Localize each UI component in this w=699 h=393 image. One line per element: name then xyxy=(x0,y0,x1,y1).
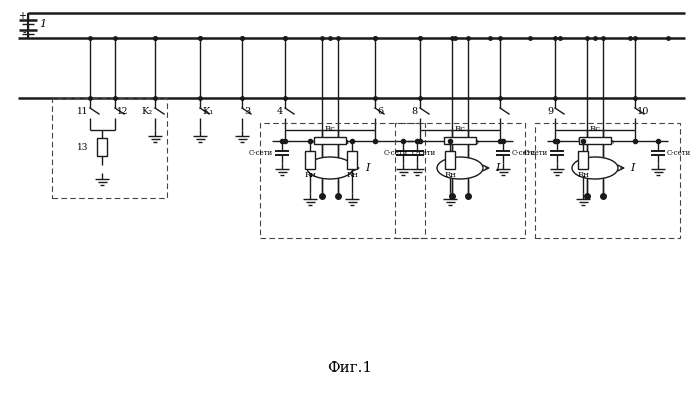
Text: 4: 4 xyxy=(277,107,283,116)
Bar xyxy=(314,137,346,144)
Text: Rс: Rс xyxy=(324,125,336,133)
Text: Rс: Rс xyxy=(454,125,466,133)
Ellipse shape xyxy=(572,157,618,179)
Text: C-сети: C-сети xyxy=(412,149,436,157)
Bar xyxy=(52,98,167,198)
Text: Rн: Rн xyxy=(577,171,589,179)
Text: 6: 6 xyxy=(377,107,383,116)
Text: C-сети: C-сети xyxy=(384,149,408,157)
Bar xyxy=(579,137,611,144)
Text: I: I xyxy=(365,163,369,173)
Bar xyxy=(445,151,455,169)
Text: 10: 10 xyxy=(637,107,649,116)
Text: 7: 7 xyxy=(442,138,448,147)
Ellipse shape xyxy=(307,157,353,179)
Bar xyxy=(578,151,588,169)
Text: K₁: K₁ xyxy=(202,107,213,116)
Bar xyxy=(260,123,425,238)
Text: -: - xyxy=(22,27,26,37)
Text: 8: 8 xyxy=(412,107,418,116)
Text: C-сети: C-сети xyxy=(667,149,691,157)
Text: к₅: к₅ xyxy=(605,138,615,147)
Text: 11: 11 xyxy=(76,107,88,116)
Text: 3: 3 xyxy=(244,107,250,116)
Text: +: + xyxy=(18,11,26,21)
Ellipse shape xyxy=(437,157,483,179)
Text: 9: 9 xyxy=(577,138,583,147)
Text: к₃: к₃ xyxy=(470,138,480,147)
Bar xyxy=(395,123,525,238)
Text: Rн: Rн xyxy=(444,171,456,179)
Text: C-сети: C-сети xyxy=(512,149,536,157)
Bar xyxy=(347,151,357,169)
Text: 5: 5 xyxy=(312,138,318,147)
Bar xyxy=(444,137,476,144)
Text: C-сети: C-сети xyxy=(524,149,548,157)
Text: 9: 9 xyxy=(547,107,553,116)
Text: K₂: K₂ xyxy=(142,107,153,116)
Text: Rн: Rн xyxy=(304,171,316,179)
Bar xyxy=(535,123,680,238)
Text: Фиг.1: Фиг.1 xyxy=(327,361,373,375)
Text: Rс: Rс xyxy=(589,125,600,133)
Text: C-сети: C-сети xyxy=(249,149,273,157)
Text: 1: 1 xyxy=(39,19,46,29)
Bar xyxy=(97,138,107,156)
Text: 12: 12 xyxy=(117,107,129,116)
Text: 13: 13 xyxy=(77,143,88,151)
Text: Rн: Rн xyxy=(346,171,358,179)
Text: I: I xyxy=(630,163,635,173)
Text: к₄: к₄ xyxy=(340,138,350,147)
Text: I: I xyxy=(495,163,499,173)
Bar xyxy=(305,151,315,169)
